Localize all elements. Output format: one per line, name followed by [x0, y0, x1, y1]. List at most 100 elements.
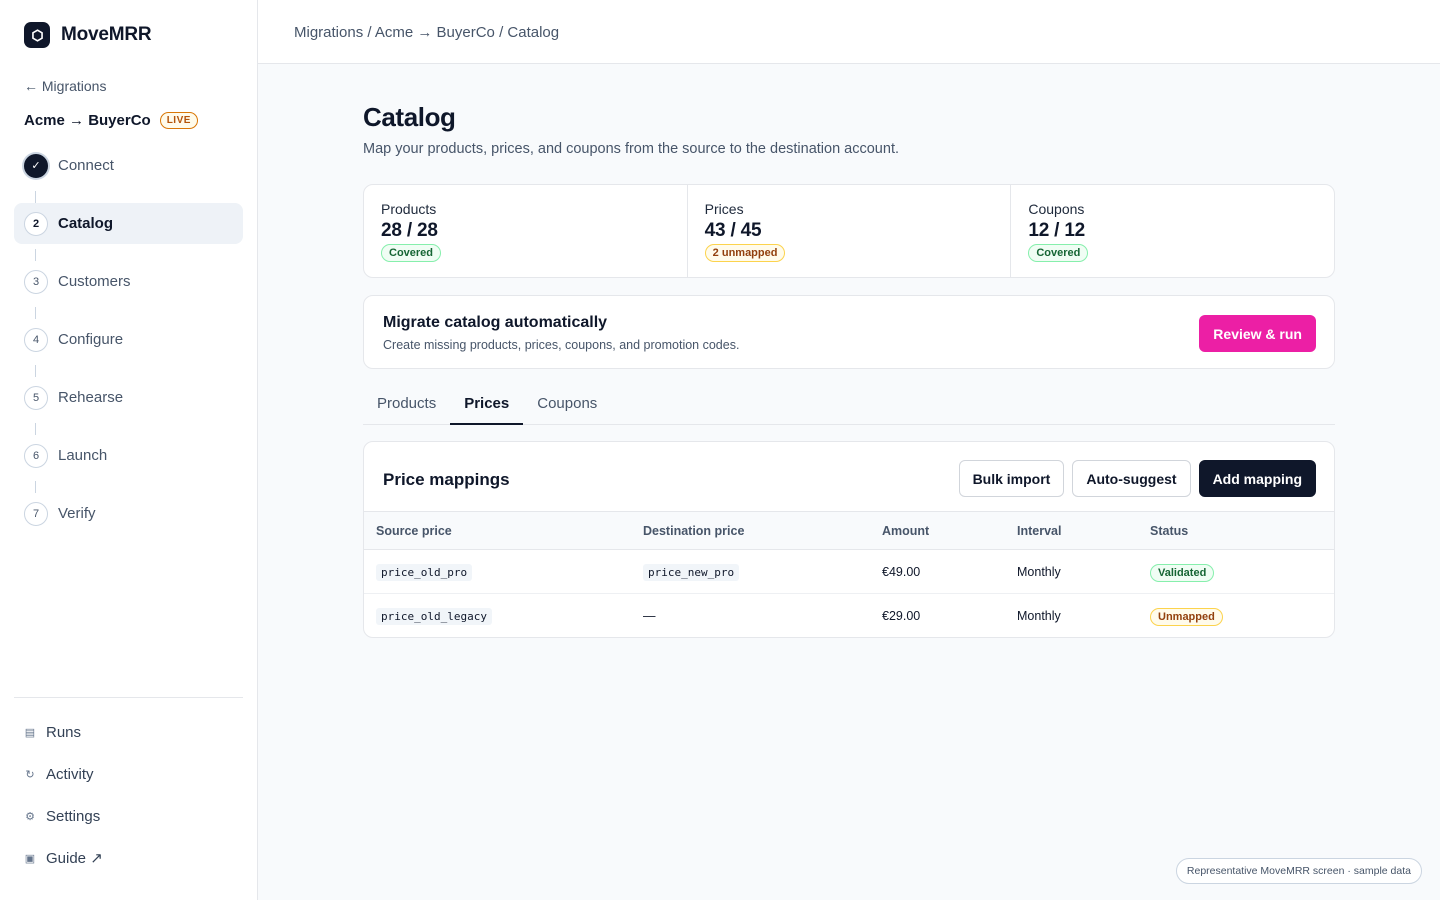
step-number: 2: [24, 211, 48, 236]
auto-suggest-button[interactable]: Auto-suggest: [1072, 460, 1191, 497]
refresh-icon: ↻: [25, 768, 35, 781]
source-price-cell: price_old_legacy: [364, 594, 631, 638]
brand-name: MoveMRR: [61, 24, 152, 45]
step-catalog[interactable]: 2 Catalog: [14, 203, 243, 261]
migration-name: Acme → BuyerCo: [24, 112, 151, 129]
sidebar-item-label: Settings: [46, 807, 101, 825]
step-label: Catalog: [58, 215, 114, 232]
stat-label: Products: [381, 201, 437, 217]
step-number: 3: [24, 269, 48, 294]
catalog-tabs: Products Prices Coupons: [363, 386, 1335, 425]
auto-migrate-description: Create missing products, prices, coupons…: [383, 338, 740, 352]
sidebar-divider: [14, 697, 243, 698]
check-icon: ✓: [24, 153, 48, 178]
stat-prices: Prices 43 / 45 2 unmapped: [688, 185, 1012, 277]
brand[interactable]: MoveMRR: [24, 22, 152, 48]
stat-value: 28 / 28: [381, 220, 438, 241]
column-header: Interval: [1017, 523, 1062, 538]
step-label: Configure: [58, 331, 124, 348]
destination-price-cell: —: [643, 608, 656, 623]
status-cell: Unmapped: [1138, 594, 1334, 638]
table-row[interactable]: price_old_legacy — €29.00 Monthly Unmapp…: [364, 594, 1334, 638]
sidebar-item-guide[interactable]: ▣ Guide ↗: [24, 842, 103, 874]
book-icon: ▣: [24, 852, 36, 865]
column-header: Amount: [882, 523, 930, 538]
step-number: 4: [24, 327, 48, 352]
sidebar-item-activity[interactable]: ↻ Activity: [24, 758, 103, 790]
step-launch[interactable]: 6 Launch: [14, 435, 243, 493]
add-mapping-button[interactable]: Add mapping: [1198, 460, 1316, 497]
tab-products[interactable]: Products: [377, 395, 437, 412]
gear-icon: ⚙: [25, 810, 35, 823]
table-row[interactable]: price_old_pro price_new_pro €49.00 Month…: [364, 550, 1334, 594]
sidebar-item-label: Runs: [46, 723, 82, 741]
breadcrumb[interactable]: Migrations / Acme → BuyerCo / Catalog: [294, 24, 560, 41]
step-connector: [35, 423, 36, 435]
status-badge: 2 unmapped: [704, 244, 786, 262]
bulk-import-button[interactable]: Bulk import: [958, 460, 1065, 497]
status-badge: Covered: [1028, 244, 1089, 262]
step-connector: [35, 191, 36, 203]
destination-price-id: price_new_pro: [643, 563, 740, 581]
step-connect[interactable]: ✓ Connect: [14, 145, 243, 203]
sidebar: MoveMRR ← Migrations Acme → BuyerCo LIVE…: [0, 0, 258, 900]
step-connector: [35, 481, 36, 493]
sidebar-item-settings[interactable]: ⚙ Settings: [24, 800, 103, 832]
sidebar-item-runs[interactable]: ▤ Runs: [24, 716, 103, 748]
interval-cell: Monthly: [1017, 564, 1061, 579]
step-customers[interactable]: 3 Customers: [14, 261, 243, 319]
destination-price-cell: price_new_pro: [631, 550, 870, 594]
interval-cell: Monthly: [1017, 608, 1061, 623]
back-to-migrations-link[interactable]: ← Migrations: [24, 78, 107, 94]
price-mappings-card: Price mappings Bulk import Auto-suggest …: [363, 441, 1335, 638]
step-verify[interactable]: 7 Verify: [14, 493, 243, 534]
tab-coupons[interactable]: Coupons: [537, 395, 598, 412]
sidebar-footer-nav: ▤ Runs ↻ Activity ⚙ Settings ▣ Guide ↗: [24, 716, 103, 884]
amount-cell: €49.00: [882, 564, 921, 579]
auto-migrate-card: Migrate catalog automatically Create mis…: [363, 295, 1335, 369]
hexagon-icon: [24, 22, 50, 48]
source-price-id: price_old_legacy: [376, 607, 492, 625]
source-price-cell: price_old_pro: [364, 550, 631, 594]
column-header: Source price: [376, 523, 452, 538]
step-connector: [35, 307, 36, 319]
stat-label: Prices: [704, 201, 744, 217]
status-cell: Validated: [1138, 550, 1334, 594]
source-price-id: price_old_pro: [376, 563, 473, 581]
step-label: Connect: [58, 157, 114, 174]
step-connector: [35, 249, 36, 261]
tab-prices[interactable]: Prices: [450, 386, 524, 425]
step-configure[interactable]: 4 Configure: [14, 319, 243, 377]
status-badge: Covered: [381, 244, 442, 262]
step-number: 6: [24, 443, 48, 468]
status-badge: Unmapped: [1150, 607, 1223, 626]
column-header: Destination price: [643, 523, 745, 538]
status-badge: Validated: [1150, 563, 1215, 582]
live-badge: LIVE: [159, 112, 198, 129]
step-nav: ✓ Connect 2 Catalog 3 Customers 4 Config…: [14, 145, 243, 551]
sidebar-item-label: Guide ↗: [46, 850, 103, 867]
step-number: 7: [24, 501, 48, 526]
list-icon: ▤: [24, 726, 36, 739]
review-and-run-button[interactable]: Review & run: [1199, 315, 1316, 352]
page-title: Catalog: [363, 102, 456, 132]
auto-migrate-title: Migrate catalog automatically: [383, 314, 608, 331]
column-header: Status: [1150, 523, 1189, 538]
step-connector: [35, 365, 36, 377]
stat-value: 43 / 45: [704, 220, 762, 241]
stat-products: Products 28 / 28 Covered: [364, 185, 688, 277]
page-subtitle: Map your products, prices, and coupons f…: [363, 141, 899, 157]
step-label: Rehearse: [58, 389, 124, 406]
step-number: 5: [24, 385, 48, 410]
table-actions: Bulk import Auto-suggest Add mapping: [958, 460, 1316, 497]
step-label: Verify: [58, 505, 96, 522]
top-bar: Migrations / Acme → BuyerCo / Catalog: [258, 0, 1440, 64]
table-header-row: Source price Destination price Amount In…: [364, 511, 1334, 550]
step-rehearse[interactable]: 5 Rehearse: [14, 377, 243, 435]
amount-cell: €29.00: [882, 608, 921, 623]
stat-label: Coupons: [1028, 201, 1085, 217]
price-mappings-title: Price mappings: [383, 470, 510, 489]
sidebar-item-label: Activity: [46, 765, 94, 783]
coverage-stats: Products 28 / 28 Covered Prices 43 / 45 …: [363, 184, 1335, 278]
stat-coupons: Coupons 12 / 12 Covered: [1011, 185, 1334, 277]
